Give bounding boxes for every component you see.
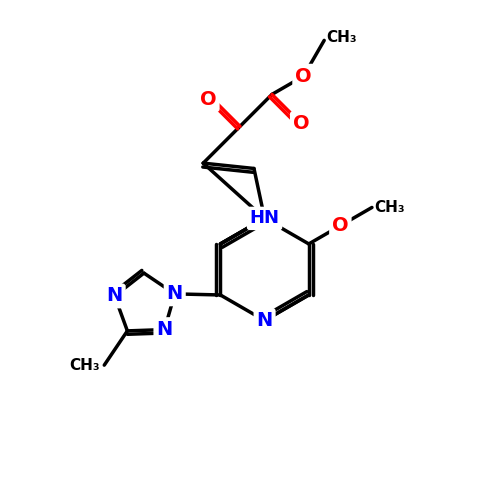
Text: CH₃: CH₃	[374, 200, 405, 215]
Text: N: N	[256, 311, 272, 330]
Text: O: O	[200, 90, 216, 109]
Text: CH₃: CH₃	[69, 358, 100, 372]
Text: O: O	[293, 114, 310, 133]
Text: O: O	[295, 66, 312, 86]
Text: HN: HN	[250, 210, 280, 228]
Text: N: N	[106, 286, 123, 306]
Text: N: N	[166, 284, 183, 304]
Text: O: O	[332, 216, 348, 235]
Text: N: N	[156, 320, 172, 339]
Text: CH₃: CH₃	[326, 30, 357, 46]
